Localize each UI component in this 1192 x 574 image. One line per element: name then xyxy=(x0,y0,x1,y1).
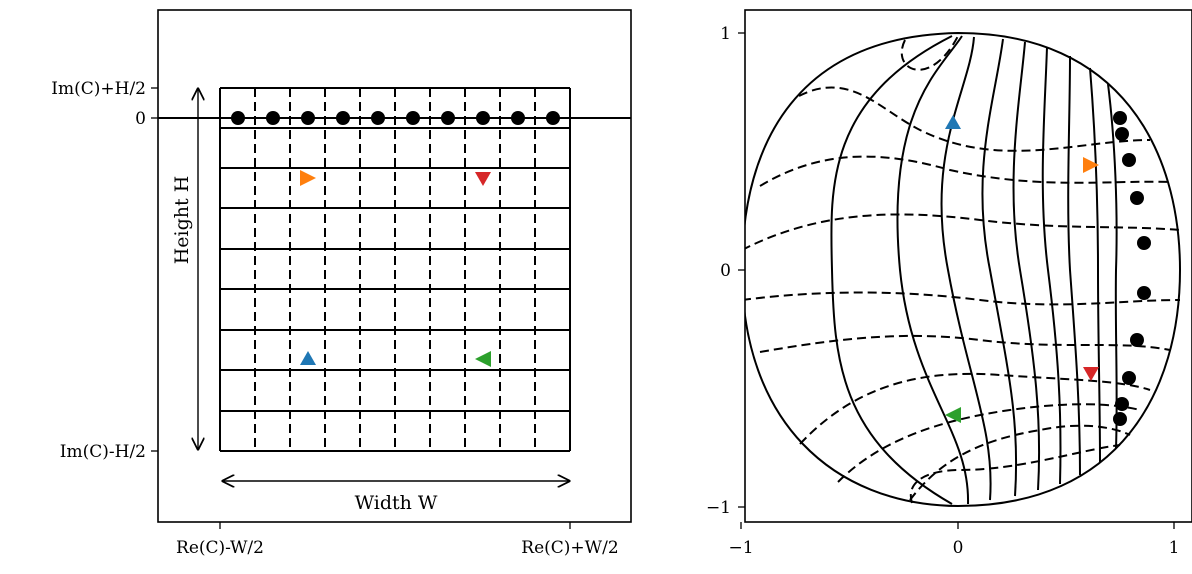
mapped-dot xyxy=(1122,371,1136,385)
red-triangle-down-marker xyxy=(475,172,491,186)
right-ytick-label: −1 xyxy=(706,498,731,518)
mapped-dot xyxy=(1115,397,1129,411)
mapped-dashed-curve xyxy=(745,291,1181,306)
zero-line-dot xyxy=(336,111,350,125)
mapped-solid-curve xyxy=(1067,55,1081,476)
blue-triangle-up-marker xyxy=(300,351,316,365)
zero-line-dot xyxy=(301,111,315,125)
mapped-dot xyxy=(1130,191,1144,205)
right-xtick-label: 1 xyxy=(1169,538,1180,558)
green-triangle-left-marker xyxy=(475,351,491,367)
mapped-dashed-curve xyxy=(799,372,1151,445)
right-dots xyxy=(1113,111,1151,426)
right-ytick-label: 0 xyxy=(720,261,731,281)
left-dots xyxy=(231,111,560,125)
zero-line-dot xyxy=(266,111,280,125)
mapped-dashed-curve xyxy=(909,444,1121,504)
mapped-outer-boundary xyxy=(745,31,1182,508)
mapped-dot xyxy=(1113,111,1127,125)
mapped-dot xyxy=(1130,333,1144,347)
orange-triangle-right-marker xyxy=(1083,157,1099,173)
right-xtick-label: 0 xyxy=(953,538,964,558)
mapped-solid-curve xyxy=(940,36,992,501)
mapped-dot xyxy=(1122,153,1136,167)
left-grid xyxy=(219,87,571,452)
left-ytick-label: Im(C)+H/2 xyxy=(51,79,146,99)
zero-line-dot xyxy=(441,111,455,125)
mapped-solid-curve xyxy=(981,38,1018,497)
red-triangle-down-marker xyxy=(1083,367,1099,381)
mapped-solid-curve xyxy=(1012,41,1041,491)
mapped-solid-curve xyxy=(830,35,953,505)
zero-line-dot xyxy=(406,111,420,125)
mapped-dot xyxy=(1115,127,1129,141)
mapped-dashed-curve xyxy=(837,403,1141,483)
zero-line-dot xyxy=(476,111,490,125)
mapped-dashed-curve xyxy=(798,86,1151,152)
height-label: Height H xyxy=(171,176,193,265)
mapped-dot xyxy=(1137,286,1151,300)
left-ytick-label: 0 xyxy=(135,109,146,129)
right-panel: 1 0 −1 −1 0 1 xyxy=(706,9,1192,558)
mapped-solid-curve xyxy=(896,35,970,505)
left-axes-frame xyxy=(157,9,632,523)
right-xtick-label: −1 xyxy=(728,538,753,558)
mapped-dashed-curve xyxy=(909,424,1131,501)
orange-triangle-right-marker xyxy=(300,170,316,186)
mapped-dashed-curve xyxy=(745,213,1181,250)
mapped-grid xyxy=(745,31,1182,508)
mapped-dashed-curve xyxy=(900,35,959,71)
mapped-solid-curve xyxy=(1107,83,1118,449)
zero-line-dot xyxy=(511,111,525,125)
mapped-solid-curve xyxy=(1041,46,1062,485)
mapped-solid-curve xyxy=(1089,67,1101,463)
left-ytick-label: Im(C)-H/2 xyxy=(60,442,146,462)
mapped-dashed-curve xyxy=(759,334,1171,353)
right-ytick-label: 1 xyxy=(720,24,731,44)
zero-line-dot xyxy=(231,111,245,125)
left-xtick-label: Re(C)-W/2 xyxy=(176,538,264,558)
mapped-dashed-curve xyxy=(759,155,1171,187)
zero-line-dot xyxy=(371,111,385,125)
width-label: Width W xyxy=(355,492,438,514)
mapped-dot xyxy=(1137,236,1151,250)
mapped-dot xyxy=(1113,412,1127,426)
mapped-dashed-grid xyxy=(745,35,1181,504)
left-xtick-label: Re(C)+W/2 xyxy=(521,538,618,558)
right-axes-frame xyxy=(744,9,1192,523)
blue-triangle-up-marker xyxy=(945,115,961,129)
green-triangle-left-marker xyxy=(945,407,961,423)
left-panel: Height H Width W Im(C)+H/2 0 Im(C)-H/2 R… xyxy=(51,9,632,558)
zero-line-dot xyxy=(546,111,560,125)
